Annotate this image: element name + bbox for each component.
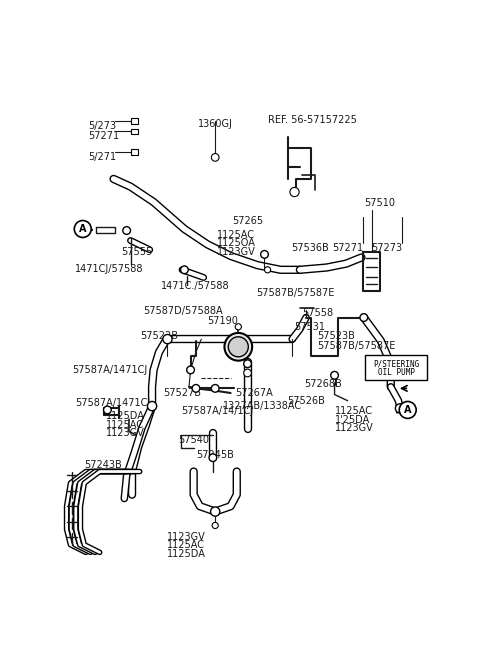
Text: 1'25DA: 1'25DA [335,415,370,424]
FancyBboxPatch shape [131,129,138,134]
Text: 1123GV: 1123GV [106,428,144,438]
Text: 1125AC: 1125AC [217,230,255,240]
Text: 1125OA: 1125OA [217,238,256,248]
Text: 57267A: 57267A [235,388,273,398]
Text: 5/271: 5/271 [88,152,116,162]
Circle shape [235,324,241,330]
FancyBboxPatch shape [365,355,427,380]
Text: 57555: 57555 [121,246,153,257]
Circle shape [192,384,200,392]
Text: 57587B/57587E: 57587B/57587E [317,340,395,351]
Circle shape [187,366,194,374]
Circle shape [261,250,268,258]
Text: 1123GV: 1123GV [335,423,373,433]
Circle shape [104,406,111,414]
Text: 57268B: 57268B [304,379,342,389]
Text: 1471C./57588: 1471C./57588 [161,281,230,290]
Text: 57587A/1471CJ: 57587A/1471CJ [75,398,150,409]
Text: 57587A/1471CJ: 57587A/1471CJ [72,365,147,375]
FancyBboxPatch shape [131,149,138,154]
Circle shape [331,371,338,379]
Circle shape [244,369,252,377]
Text: A: A [404,405,411,415]
Circle shape [180,266,188,274]
Circle shape [290,187,299,196]
Text: 1125DA: 1125DA [106,411,145,422]
Circle shape [396,404,405,413]
Circle shape [209,454,217,461]
Circle shape [228,337,248,357]
Text: P/STEERING: P/STEERING [373,359,419,368]
Text: 57523B: 57523B [317,331,355,342]
FancyBboxPatch shape [131,118,138,124]
Circle shape [147,401,156,411]
Text: 1327AB/1338AC: 1327AB/1338AC [223,401,302,411]
Text: 57536B: 57536B [291,243,329,253]
Text: 1471CJ/57588: 1471CJ/57588 [75,263,144,273]
Circle shape [211,384,219,392]
Text: 1123GV: 1123GV [217,246,255,257]
Text: 1360GJ: 1360GJ [198,119,233,129]
Circle shape [74,221,91,237]
Text: REF. 56-57157225: REF. 56-57157225 [267,115,357,125]
Text: 57587D/57588A: 57587D/57588A [144,306,223,316]
Circle shape [399,401,416,419]
Text: 1125DA: 1125DA [167,549,205,558]
Circle shape [212,522,218,528]
Text: 1123GV: 1123GV [167,532,205,541]
Circle shape [225,333,252,361]
Text: 57527B: 57527B [164,388,202,398]
Circle shape [360,313,368,321]
Text: 57271: 57271 [332,243,363,253]
Circle shape [163,334,172,344]
Text: 57587B/57587E: 57587B/57587E [256,288,335,298]
Text: OIL PUMP: OIL PUMP [378,369,415,378]
Text: 57522B: 57522B [141,331,179,342]
Text: 57526B: 57526B [287,396,324,406]
Text: 57531: 57531 [294,322,325,332]
Text: 5/273: 5/273 [88,121,116,131]
Text: 57540: 57540 [178,434,209,445]
Text: 57510: 57510 [364,198,395,208]
Text: 57587A/14/1CJ: 57587A/14/1CJ [181,406,253,416]
Circle shape [123,227,131,235]
Text: 57271: 57271 [88,131,119,141]
Text: 1125AC: 1125AC [106,420,144,430]
Text: A: A [79,224,86,234]
Text: 57243B: 57243B [84,460,122,470]
Circle shape [244,360,252,367]
Circle shape [211,507,220,516]
Text: 57265: 57265 [232,216,263,226]
Circle shape [264,267,271,273]
Text: 57190: 57190 [207,316,239,326]
Text: 57245B: 57245B [196,450,234,460]
Text: 1125AC: 1125AC [335,406,372,416]
Text: 57558: 57558 [302,308,333,318]
Text: 1125AC: 1125AC [167,540,204,550]
Circle shape [211,154,219,161]
Text: 57273: 57273 [372,243,403,253]
